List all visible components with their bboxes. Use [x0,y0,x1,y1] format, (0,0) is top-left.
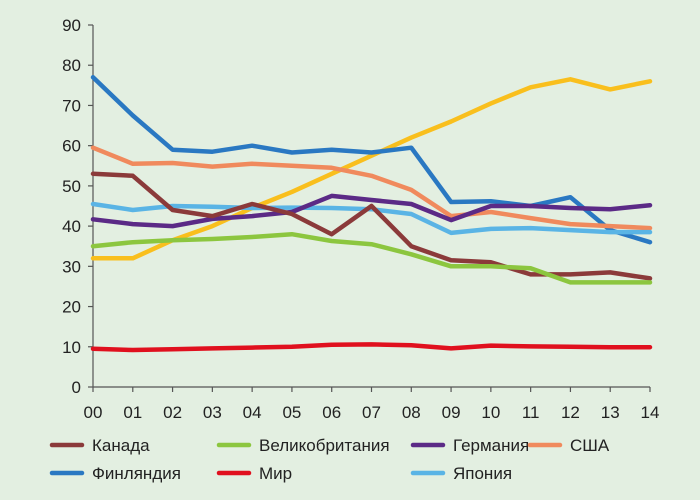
x-tick-label: 14 [641,403,660,422]
x-tick-label: 03 [203,403,222,422]
x-tick-label: 07 [362,403,381,422]
chart-legend: Канада Великобритания Германия США Финляндия… [49,436,610,483]
x-tick-label: 06 [322,403,341,422]
series-line-4 [90,75,653,245]
legend-label: Финляндия [92,464,181,483]
y-tick-label: 50 [62,177,81,196]
chart-axes: 0 10 20 30 40 50 60 70 80 90 00 01 02 03 04 05 06 07 08 09 1… [62,16,659,422]
y-tick-label: 90 [62,16,81,35]
series-line-0 [90,171,653,281]
series-line-5 [90,342,653,353]
y-tick-label: 40 [62,217,81,236]
legend-label: Япония [453,464,512,483]
y-tick-label: 10 [62,338,81,357]
x-tick-label: 08 [402,403,421,422]
x-tick-label: 05 [282,403,301,422]
x-tick-label: 11 [522,403,540,422]
y-tick-label: 70 [62,96,81,115]
y-tick-label: 30 [62,257,81,276]
x-tick-label: 04 [243,403,262,422]
series-line-7 [90,77,653,261]
y-tick-label: 0 [72,378,81,397]
y-tick-label: 60 [62,137,81,156]
legend-label: Германия [453,436,529,455]
x-tick-label: 13 [601,403,620,422]
x-tick-label: 02 [163,403,182,422]
x-tick-label: 12 [561,403,580,422]
series-line-3 [90,145,653,231]
y-tick-label: 80 [62,56,81,75]
series-line-2 [90,193,653,229]
legend-label: Канада [92,436,150,455]
legend-label: Великобритания [259,436,390,455]
series-line-6 [90,201,653,236]
legend-label: США [570,436,610,455]
legend-label: Мир [259,464,292,483]
series-line-1 [90,231,653,285]
x-tick-label: 00 [84,403,103,422]
x-tick-label: 01 [123,403,142,422]
x-tick-label: 10 [481,403,500,422]
x-tick-label: 09 [442,403,461,422]
chart-series [90,75,653,353]
y-tick-label: 20 [62,298,81,317]
